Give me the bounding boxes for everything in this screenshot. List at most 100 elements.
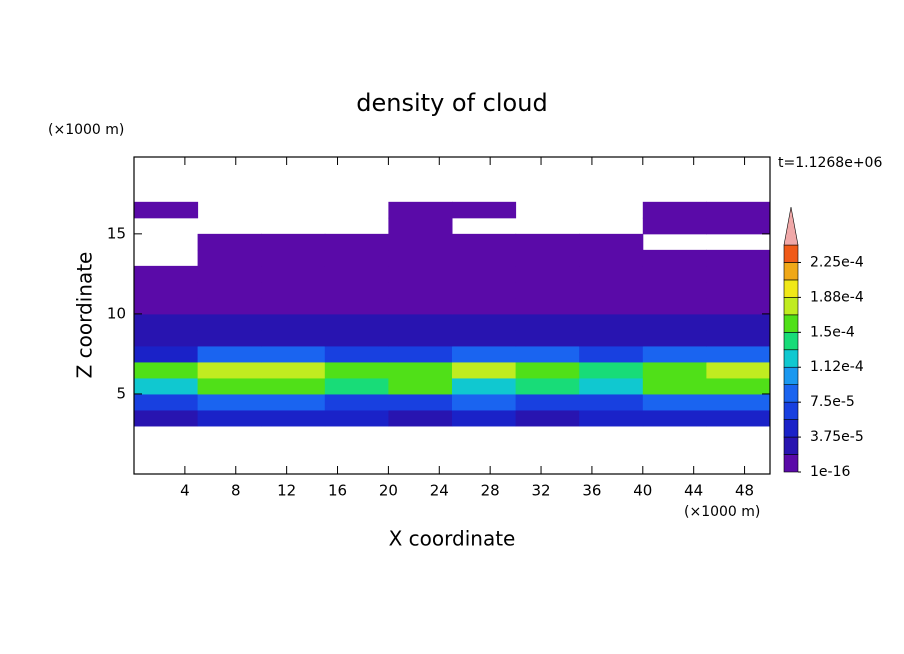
- colorbar-swatch: [783, 332, 799, 351]
- field-cell: [452, 329, 517, 347]
- colorbar-tick-label: 1e-16: [810, 464, 850, 480]
- field-cell: [452, 265, 517, 283]
- field-cell: [706, 217, 771, 235]
- field-cell: [134, 393, 199, 411]
- field-cell: [579, 345, 644, 363]
- field-cell: [515, 393, 580, 411]
- field-cell: [452, 409, 517, 427]
- y-tick-label: 10: [107, 304, 126, 322]
- field-cell: [579, 409, 644, 427]
- colorbar-tick-label: 1.88e-4: [810, 289, 864, 305]
- field-cell: [642, 361, 707, 379]
- field-cell: [515, 409, 580, 427]
- field-cell: [134, 265, 199, 283]
- field-cell: [515, 281, 580, 299]
- field-cell: [515, 313, 580, 331]
- field-cell: [579, 313, 644, 331]
- colorbar-swatch: [783, 366, 799, 385]
- field-cell: [324, 377, 389, 395]
- field-cell: [134, 313, 199, 331]
- field-cell: [197, 393, 262, 411]
- field-cell: [515, 249, 580, 267]
- field-cell: [197, 377, 262, 395]
- field-cell: [134, 361, 199, 379]
- field-cell: [261, 265, 326, 283]
- field-cell: [388, 233, 453, 251]
- field-cell: [452, 281, 517, 299]
- field-cell: [706, 297, 771, 315]
- field-cell: [642, 393, 707, 411]
- field-cell: [579, 329, 644, 347]
- field-cell: [642, 249, 707, 267]
- field-cell: [706, 281, 771, 299]
- chart-title: density of cloud: [356, 89, 547, 117]
- field-cell: [515, 233, 580, 251]
- colorbar-swatch: [783, 244, 799, 263]
- field-cell: [579, 297, 644, 315]
- field-cell: [261, 233, 326, 251]
- field-cell: [579, 265, 644, 283]
- colorbar-tick-label: 2.25e-4: [810, 254, 864, 270]
- field-cell: [642, 377, 707, 395]
- colorbar-tick-label: 1.12e-4: [810, 359, 864, 375]
- x-tick-label: 8: [231, 482, 241, 500]
- x-unit: (×1000 m): [684, 504, 760, 520]
- field-cell: [579, 281, 644, 299]
- field-cell: [452, 361, 517, 379]
- field-cell: [324, 265, 389, 283]
- field-cell: [452, 313, 517, 331]
- colorbar-swatch: [783, 384, 799, 403]
- field-cell: [261, 297, 326, 315]
- field-cell: [579, 393, 644, 411]
- x-tick-label: 36: [582, 482, 601, 500]
- field-cell: [134, 377, 199, 395]
- field-cell: [197, 249, 262, 267]
- field-cell: [197, 281, 262, 299]
- x-tick-label: 44: [684, 482, 703, 500]
- field-cell: [706, 409, 771, 427]
- field-cell: [134, 409, 199, 427]
- field-cell: [324, 409, 389, 427]
- field-cell: [388, 329, 453, 347]
- field-cell: [452, 249, 517, 267]
- field-cell: [388, 345, 453, 363]
- field-cell: [324, 361, 389, 379]
- field-cell: [706, 265, 771, 283]
- colorbar-swatch: [783, 454, 799, 473]
- field-cell: [197, 361, 262, 379]
- field-cell: [706, 313, 771, 331]
- field-cell: [261, 377, 326, 395]
- field-cell: [452, 393, 517, 411]
- colorbar-tick-label: 7.5e-5: [810, 394, 855, 410]
- field-cell: [197, 409, 262, 427]
- field-cell: [261, 249, 326, 267]
- colorbar-swatch: [783, 436, 799, 455]
- field-cell: [706, 345, 771, 363]
- x-tick-label: 12: [277, 482, 296, 500]
- field-cell: [388, 249, 453, 267]
- field-cell: [197, 297, 262, 315]
- field-cell: [515, 265, 580, 283]
- colorbar-tick-label: 1.5e-4: [810, 324, 855, 340]
- field-cell: [452, 345, 517, 363]
- field-cell: [261, 361, 326, 379]
- field-cell: [515, 377, 580, 395]
- field-cell: [642, 217, 707, 235]
- colorbar-swatch: [783, 419, 799, 438]
- colorbar-swatch: [783, 297, 799, 316]
- field-cell: [261, 281, 326, 299]
- field-cell: [388, 201, 453, 219]
- field-cell: [324, 393, 389, 411]
- x-tick-label: 4: [180, 482, 190, 500]
- field-cell: [706, 329, 771, 347]
- field-cell: [706, 361, 771, 379]
- field-cell: [388, 281, 453, 299]
- field-cell: [388, 217, 453, 235]
- field-cell: [388, 265, 453, 283]
- field-cell: [197, 233, 262, 251]
- field-cell: [388, 361, 453, 379]
- field-cell: [324, 281, 389, 299]
- field-cell: [197, 329, 262, 347]
- field-cell: [706, 201, 771, 219]
- field-cell: [134, 281, 199, 299]
